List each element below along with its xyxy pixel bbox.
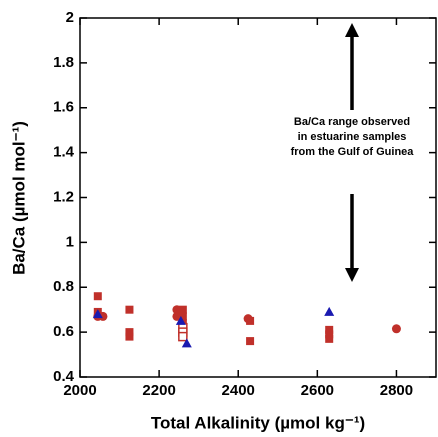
y-tick-label: 1	[66, 233, 74, 250]
point	[92, 309, 103, 319]
point	[181, 338, 192, 348]
x-tick-label: 2200	[142, 382, 175, 399]
annotation: Ba/Ca range observed	[294, 116, 410, 128]
plot-frame	[79, 17, 437, 378]
point	[324, 306, 335, 316]
annotation-bg	[290, 110, 414, 194]
x-tick-label: 2600	[301, 382, 334, 399]
y-tick-label: 1.2	[53, 188, 74, 205]
x-tick-label: 2400	[222, 382, 255, 399]
point	[246, 337, 255, 346]
point	[98, 311, 108, 321]
y-tick-label: 2	[66, 9, 74, 26]
annotation: in estuarine samples	[298, 131, 407, 143]
point	[178, 312, 187, 321]
y-tick-label: 0.6	[53, 323, 74, 340]
x-axis-label: Total Alkalinity (µmol kg⁻¹)	[151, 413, 365, 432]
point	[178, 305, 187, 314]
point	[391, 324, 401, 334]
point	[325, 334, 334, 343]
y-tick-label: 1.4	[53, 144, 75, 161]
point	[175, 315, 186, 325]
y-tick-label: 1.6	[53, 99, 74, 116]
point	[325, 330, 334, 339]
point	[125, 332, 134, 341]
y-axis-label: Ba/Ca (µmol mol⁻¹)	[9, 121, 28, 275]
y-tick-label: 0.8	[53, 278, 74, 295]
y-tick-label: 0.4	[53, 368, 75, 385]
x-tick-label: 2000	[63, 382, 96, 399]
point	[325, 325, 334, 334]
point	[243, 314, 253, 324]
point	[125, 305, 134, 314]
annotation: from the Gulf of Guinea	[291, 146, 415, 158]
point	[172, 305, 182, 315]
point	[172, 311, 182, 321]
point	[178, 331, 188, 342]
x-tick-label: 2800	[380, 382, 413, 399]
point	[125, 328, 134, 337]
y-tick-label: 1.8	[53, 54, 74, 71]
point	[93, 292, 102, 301]
